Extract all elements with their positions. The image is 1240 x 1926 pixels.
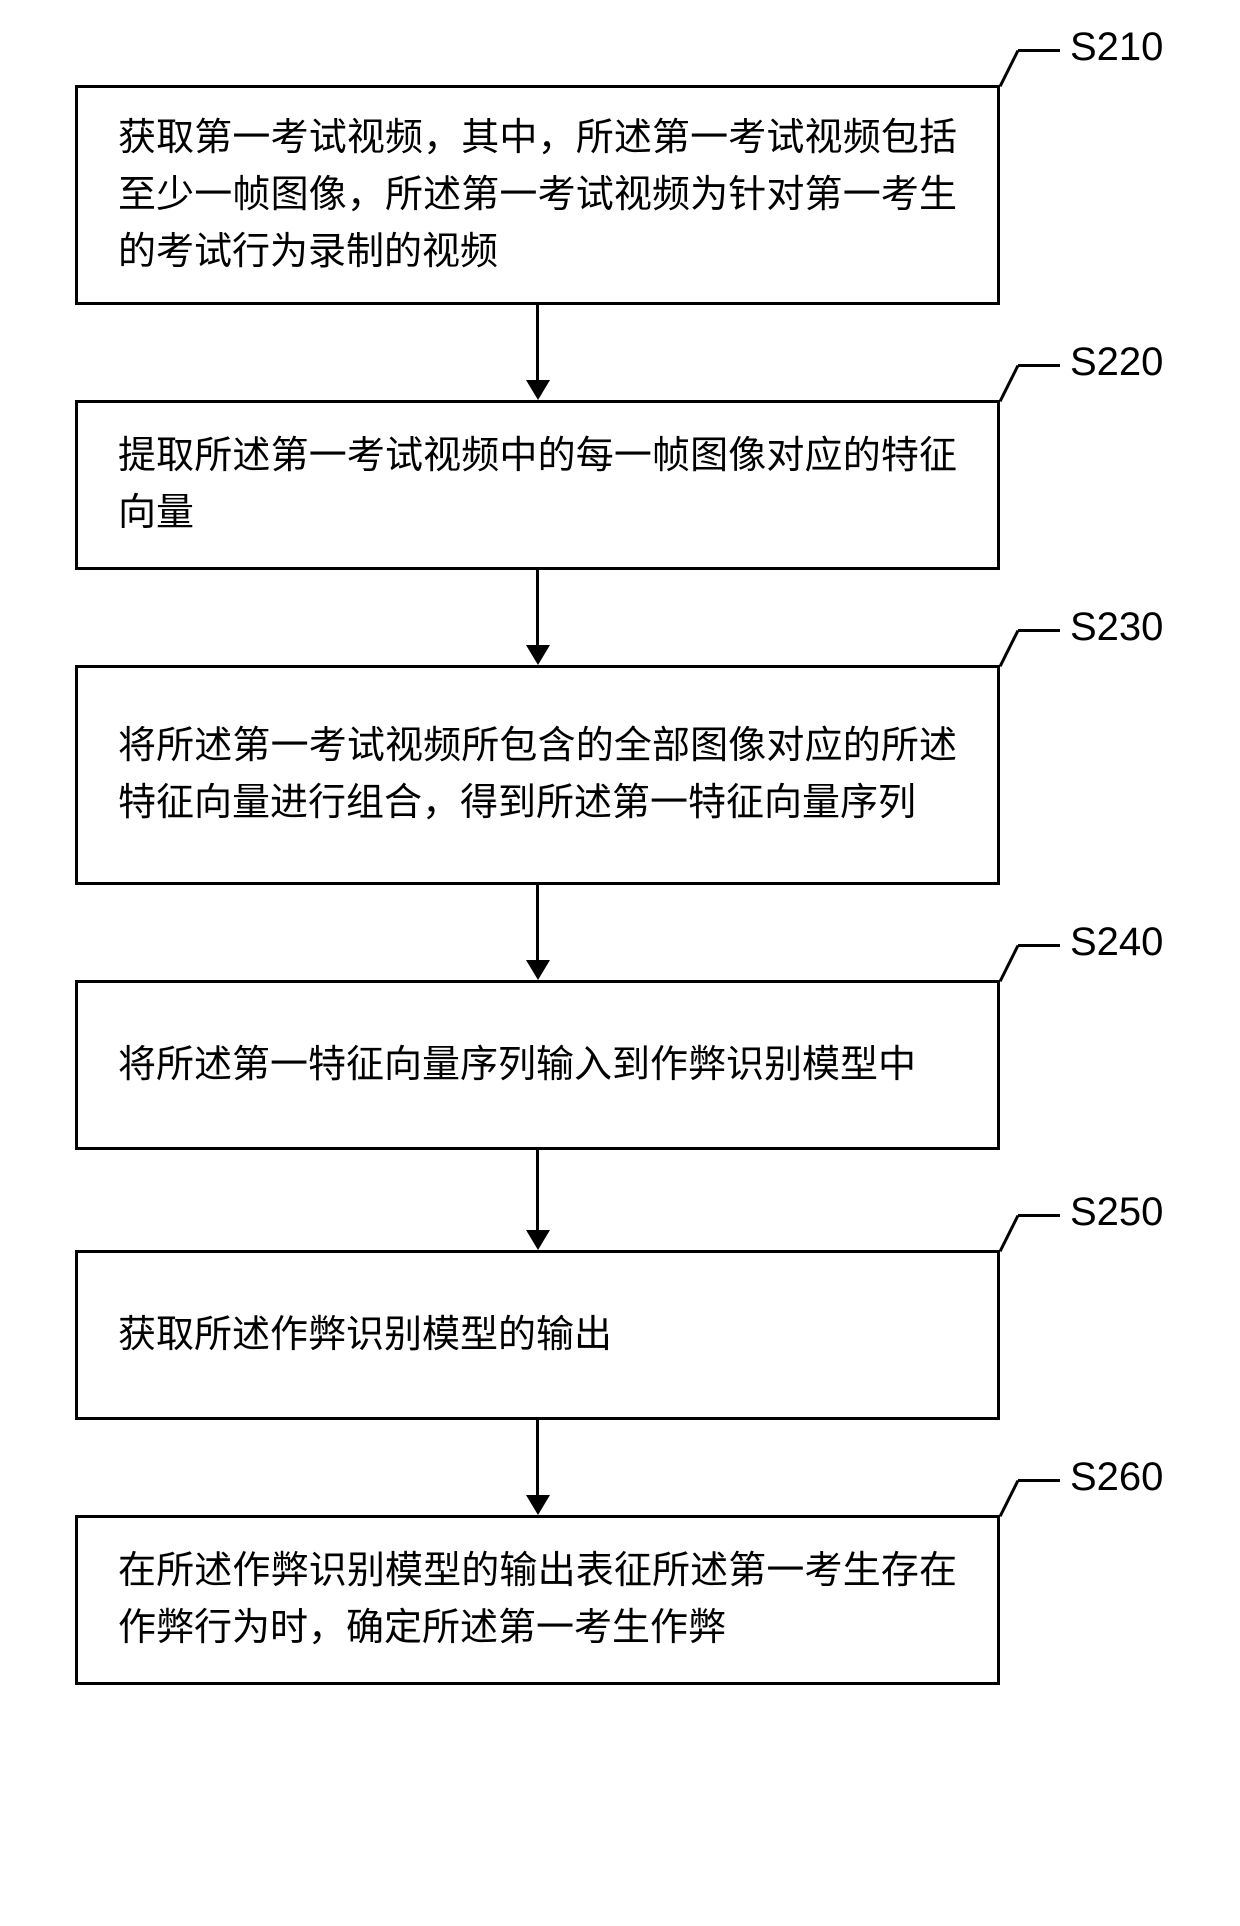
flowchart-step-box: 获取所述作弊识别模型的输出: [75, 1250, 1000, 1420]
flowchart-step-box: 将所述第一考试视频所包含的全部图像对应的所述特征向量进行组合，得到所述第一特征向…: [75, 665, 1000, 885]
flowchart-arrow-head-icon: [526, 1495, 550, 1515]
flowchart-step-label: S240: [1070, 920, 1163, 965]
flowchart-container: 获取第一考试视频，其中，所述第一考试视频包括至少一帧图像，所述第一考试视频为针对…: [0, 0, 1240, 1926]
label-connector-line: [1018, 1214, 1060, 1217]
flowchart-step-text: 获取所述作弊识别模型的输出: [118, 1307, 957, 1364]
flowchart-arrow-line: [536, 305, 539, 380]
label-connector-line: [999, 1480, 1020, 1517]
flowchart-step-text: 获取第一考试视频，其中，所述第一考试视频包括至少一帧图像，所述第一考试视频为针对…: [118, 110, 957, 281]
label-connector-line: [999, 945, 1020, 982]
flowchart-arrow-head-icon: [526, 960, 550, 980]
flowchart-step-text: 将所述第一特征向量序列输入到作弊识别模型中: [118, 1037, 957, 1094]
flowchart-arrow-line: [536, 570, 539, 645]
flowchart-arrow-line: [536, 1150, 539, 1230]
flowchart-step-box: 获取第一考试视频，其中，所述第一考试视频包括至少一帧图像，所述第一考试视频为针对…: [75, 85, 1000, 305]
flowchart-step-text: 在所述作弊识别模型的输出表征所述第一考生存在作弊行为时，确定所述第一考生作弊: [118, 1543, 957, 1657]
label-connector-line: [1018, 364, 1060, 367]
flowchart-arrow-line: [536, 885, 539, 960]
flowchart-step-text: 提取所述第一考试视频中的每一帧图像对应的特征向量: [118, 428, 957, 542]
label-connector-line: [999, 365, 1020, 402]
flowchart-step-box: 将所述第一特征向量序列输入到作弊识别模型中: [75, 980, 1000, 1150]
flowchart-step-label: S220: [1070, 340, 1163, 385]
label-connector-line: [1018, 944, 1060, 947]
flowchart-arrow-head-icon: [526, 1230, 550, 1250]
flowchart-step-label: S210: [1070, 25, 1163, 70]
label-connector-line: [999, 630, 1020, 667]
flowchart-step-text: 将所述第一考试视频所包含的全部图像对应的所述特征向量进行组合，得到所述第一特征向…: [118, 718, 957, 832]
label-connector-line: [1018, 49, 1060, 52]
flowchart-step-box: 在所述作弊识别模型的输出表征所述第一考生存在作弊行为时，确定所述第一考生作弊: [75, 1515, 1000, 1685]
flowchart-step-box: 提取所述第一考试视频中的每一帧图像对应的特征向量: [75, 400, 1000, 570]
flowchart-arrow-head-icon: [526, 380, 550, 400]
flowchart-step-label: S250: [1070, 1190, 1163, 1235]
label-connector-line: [999, 1215, 1020, 1252]
flowchart-step-label: S260: [1070, 1455, 1163, 1500]
flowchart-step-label: S230: [1070, 605, 1163, 650]
label-connector-line: [999, 50, 1020, 87]
flowchart-arrow-head-icon: [526, 645, 550, 665]
label-connector-line: [1018, 629, 1060, 632]
label-connector-line: [1018, 1479, 1060, 1482]
flowchart-arrow-line: [536, 1420, 539, 1495]
